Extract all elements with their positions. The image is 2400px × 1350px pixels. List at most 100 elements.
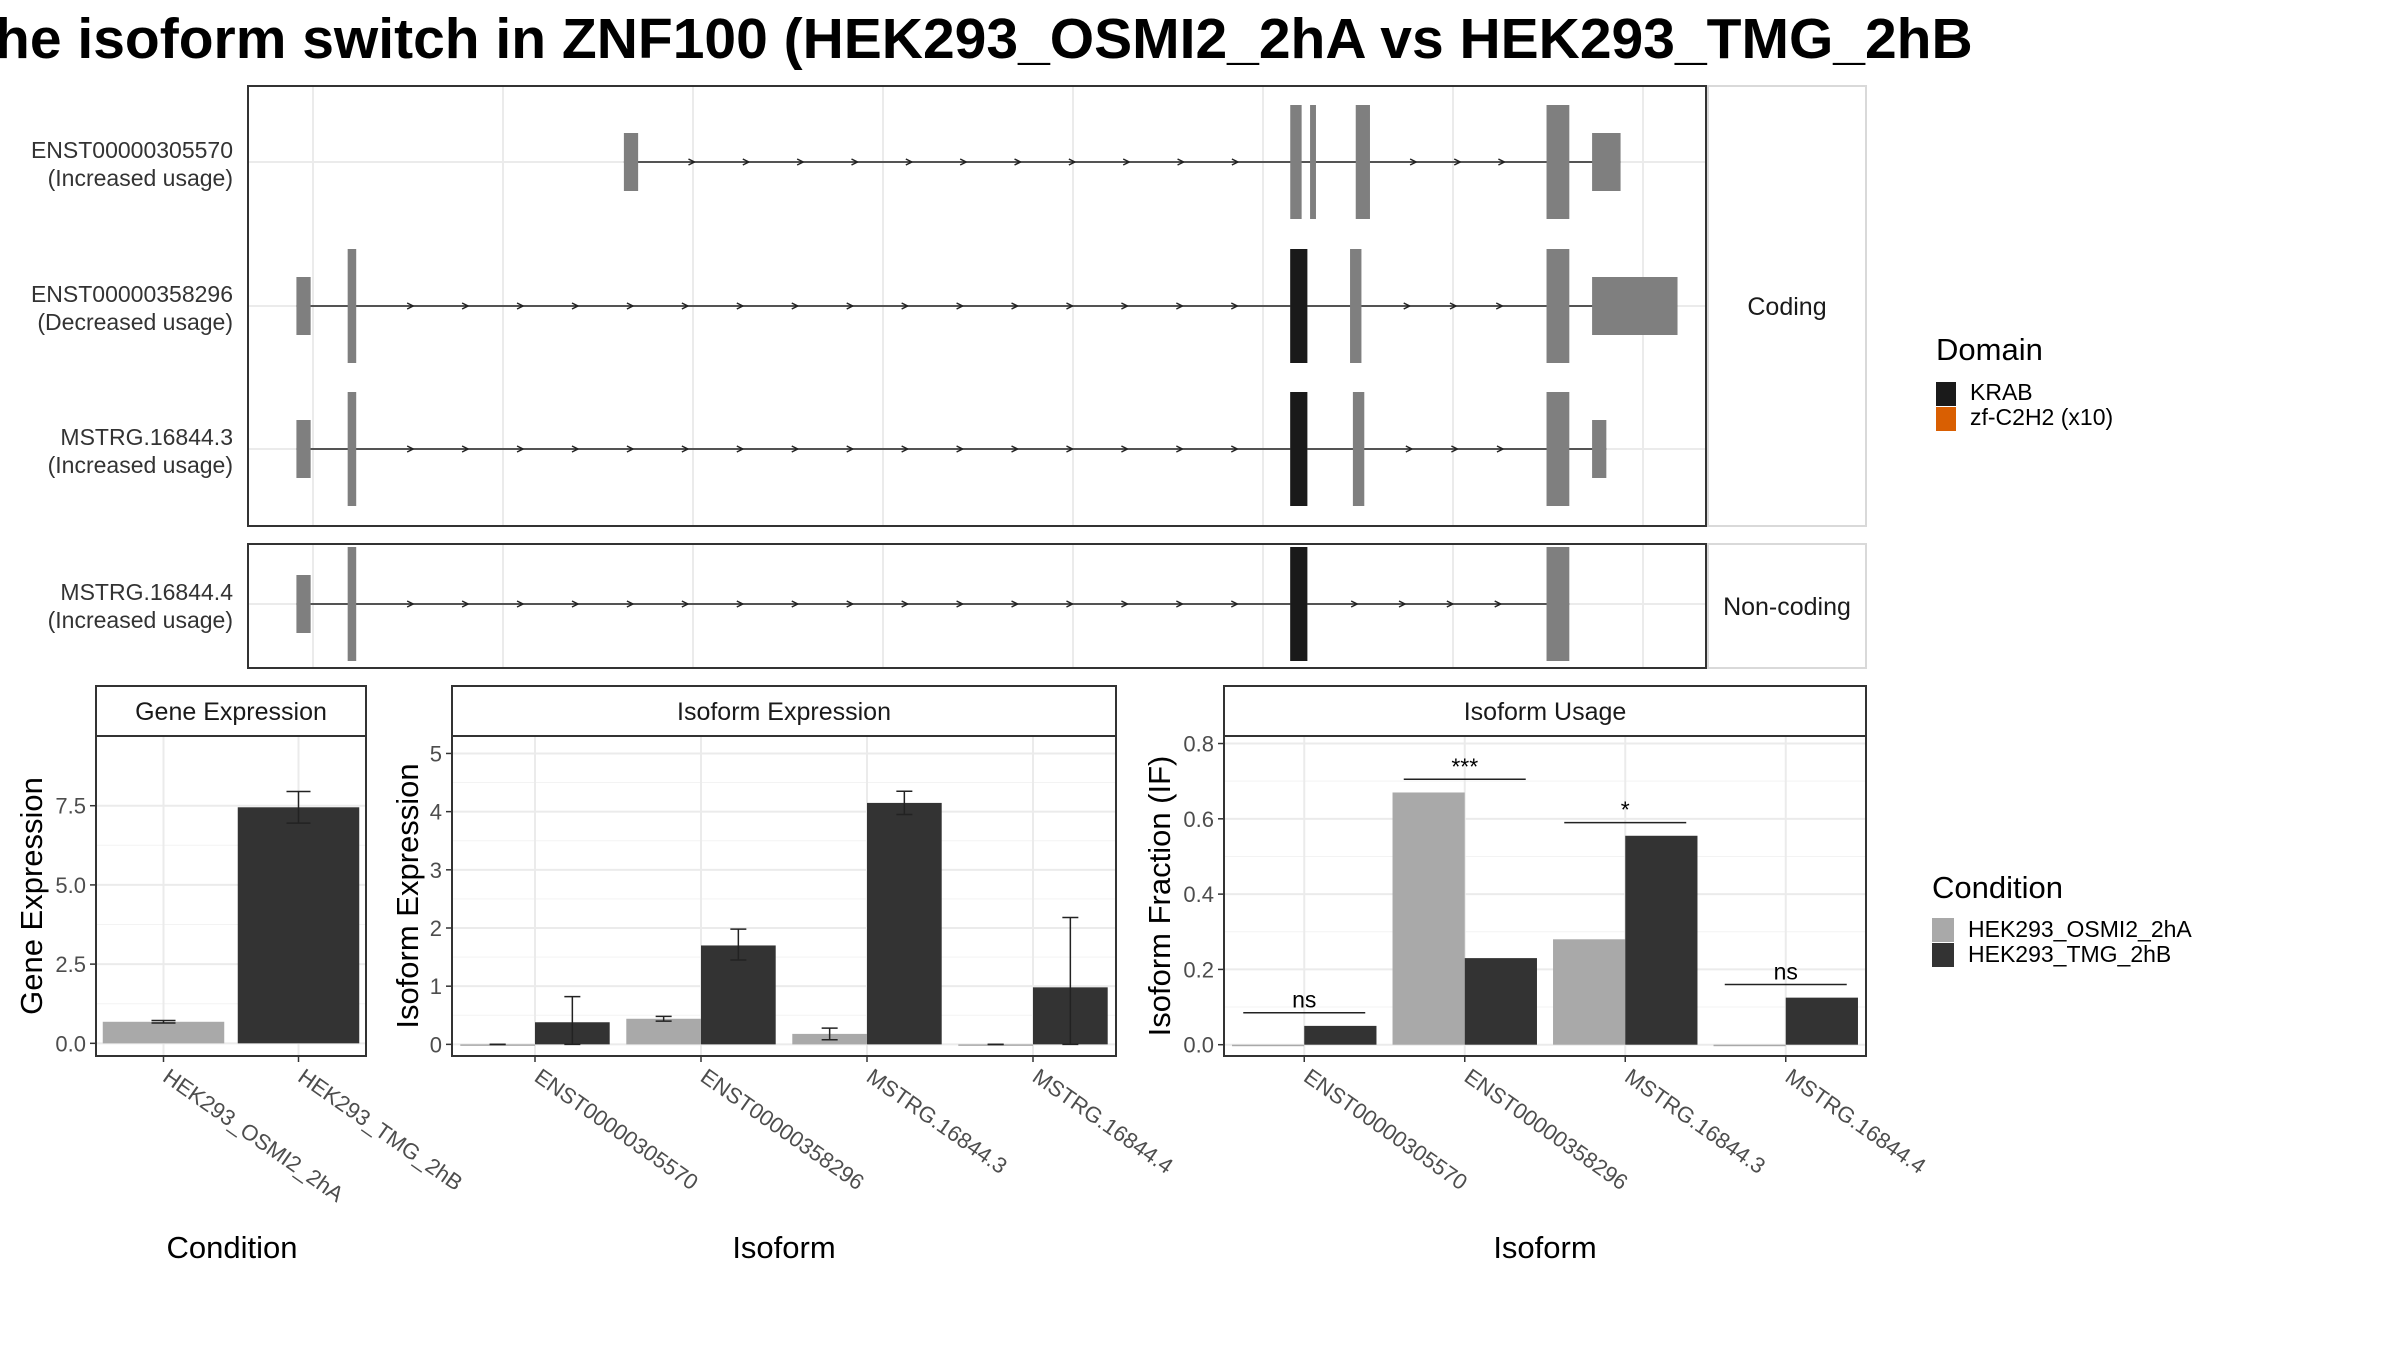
x-tick-label: MSTRG.16844.4 bbox=[1028, 1064, 1178, 1179]
x-tick-label: MSTRG.16844.4 bbox=[1781, 1064, 1931, 1179]
strand-arrow bbox=[461, 600, 470, 608]
x-tick-label: ENST00000358296 bbox=[1460, 1064, 1633, 1195]
strand-arrow bbox=[516, 302, 525, 310]
strand-arrow bbox=[791, 445, 800, 453]
strand-arrow bbox=[905, 158, 914, 166]
bar bbox=[1232, 1044, 1305, 1047]
legend-key-zf-c2h2 bbox=[1936, 407, 1956, 431]
transcript-MSTRG.16844.4: MSTRG.16844.4(Increased usage) bbox=[48, 547, 1570, 661]
transcript-label: ENST00000305570 bbox=[31, 137, 233, 163]
strand-arrow bbox=[406, 600, 415, 608]
strand-arrow bbox=[956, 445, 965, 453]
strand-arrow bbox=[1011, 445, 1020, 453]
y-tick-label: 0.4 bbox=[1183, 882, 1214, 907]
x-axis-title: Isoform bbox=[732, 1230, 835, 1265]
panel-border bbox=[95, 735, 367, 1057]
panel-strip bbox=[1707, 543, 1867, 669]
bar bbox=[1785, 997, 1858, 1045]
krab-domain bbox=[1290, 249, 1308, 363]
strand-arrow bbox=[626, 302, 635, 310]
strand-arrow bbox=[851, 158, 860, 166]
strand-arrow bbox=[516, 600, 525, 608]
exon bbox=[1592, 420, 1607, 478]
panel-strip-label: Coding bbox=[1747, 293, 1826, 321]
strand-arrow bbox=[1011, 302, 1020, 310]
exon bbox=[1546, 547, 1570, 661]
strand-arrow bbox=[1231, 158, 1240, 166]
legend-label-krab: KRAB bbox=[1970, 379, 2033, 405]
strand-arrow bbox=[1398, 600, 1407, 608]
panel-border bbox=[247, 85, 1707, 527]
exon bbox=[623, 133, 639, 191]
exon bbox=[1546, 105, 1570, 219]
strand-arrow bbox=[846, 600, 855, 608]
strand-arrow bbox=[791, 600, 800, 608]
chart-panel-0: Gene Expression0.02.55.07.5HEK293_OSMI2_… bbox=[14, 685, 467, 1265]
strand-arrow bbox=[1230, 445, 1239, 453]
y-tick-label: 4 bbox=[430, 800, 442, 825]
strand-arrow bbox=[1011, 600, 1020, 608]
y-tick-label: 0.6 bbox=[1183, 807, 1214, 832]
panel-background bbox=[452, 736, 1116, 1056]
strand-arrow bbox=[956, 302, 965, 310]
strand-arrow bbox=[1068, 158, 1077, 166]
y-tick-label: 3 bbox=[430, 858, 442, 883]
strand-arrow bbox=[1176, 302, 1185, 310]
legend-label-osmi2: HEK293_OSMI2_2hA bbox=[1968, 916, 2192, 942]
chart-panel-1: Isoform Expression012345ENST00000305570E… bbox=[390, 685, 1178, 1265]
bar bbox=[1464, 958, 1537, 1045]
y-axis-title: Isoform Fraction (IF) bbox=[1142, 756, 1177, 1037]
panel-strip bbox=[1223, 685, 1867, 737]
chart-panel-2: Isoform Usage0.00.20.40.60.8ns****nsENST… bbox=[1142, 685, 1931, 1265]
strand-arrow bbox=[1014, 158, 1023, 166]
panel-border bbox=[247, 543, 1707, 669]
strand-arrow bbox=[681, 600, 690, 608]
exon bbox=[1546, 392, 1570, 506]
x-tick-label: ENST00000305570 bbox=[530, 1064, 703, 1195]
strand-arrow bbox=[736, 445, 745, 453]
y-axis-title: Isoform Expression bbox=[390, 763, 425, 1028]
strand-arrow bbox=[1066, 302, 1075, 310]
bar-chart-panels: Gene Expression0.02.55.07.5HEK293_OSMI2_… bbox=[14, 685, 1931, 1265]
bar bbox=[1392, 792, 1465, 1045]
strand-arrow bbox=[1230, 600, 1239, 608]
panel-strip-label: Isoform Expression bbox=[677, 698, 891, 726]
bar bbox=[701, 945, 776, 1045]
significance-label: ns bbox=[1292, 987, 1316, 1013]
exon bbox=[296, 575, 311, 633]
y-tick-label: 1 bbox=[430, 974, 442, 999]
legend-label-tmg: HEK293_TMG_2hB bbox=[1968, 941, 2171, 967]
significance-label: ns bbox=[1774, 958, 1798, 984]
strand-arrow bbox=[901, 445, 910, 453]
exon bbox=[1310, 105, 1316, 219]
strand-arrow bbox=[626, 445, 635, 453]
x-tick-label: ENST00000358296 bbox=[696, 1064, 869, 1195]
transcript-panel-0: ENST00000305570(Increased usage)ENST0000… bbox=[31, 85, 1867, 527]
exon bbox=[1290, 105, 1302, 219]
x-axis-title: Condition bbox=[167, 1230, 298, 1265]
exon bbox=[1592, 277, 1678, 335]
panel-strip bbox=[451, 685, 1117, 737]
domain-legend-title: Domain bbox=[1936, 332, 2043, 367]
figure-title: he isoform switch in ZNF100 (HEK293_OSMI… bbox=[0, 7, 1973, 71]
transcript-label: MSTRG.16844.4 bbox=[60, 579, 233, 605]
strand-arrow bbox=[901, 302, 910, 310]
exon bbox=[1592, 133, 1621, 191]
significance-label: *** bbox=[1451, 753, 1478, 779]
strand-arrow bbox=[461, 445, 470, 453]
x-tick-label: MSTRG.16844.3 bbox=[862, 1064, 1012, 1179]
bar bbox=[1713, 1044, 1786, 1047]
bar bbox=[867, 802, 942, 1045]
exon bbox=[1355, 105, 1370, 219]
strand-arrow bbox=[1453, 158, 1462, 166]
strand-arrow bbox=[406, 302, 415, 310]
legend-label-zf-c2h2: zf-C2H2 (x10) bbox=[1970, 404, 2113, 430]
strand-arrow bbox=[1230, 302, 1239, 310]
strand-arrow bbox=[1451, 445, 1460, 453]
y-tick-label: 2.5 bbox=[55, 952, 86, 977]
condition-legend: Condition HEK293_OSMI2_2hA HEK293_TMG_2h… bbox=[1932, 870, 2192, 967]
panel-strip bbox=[1707, 85, 1867, 527]
strand-arrow bbox=[1405, 445, 1414, 453]
strand-arrow bbox=[681, 445, 690, 453]
x-tick-label: MSTRG.16844.3 bbox=[1620, 1064, 1770, 1179]
